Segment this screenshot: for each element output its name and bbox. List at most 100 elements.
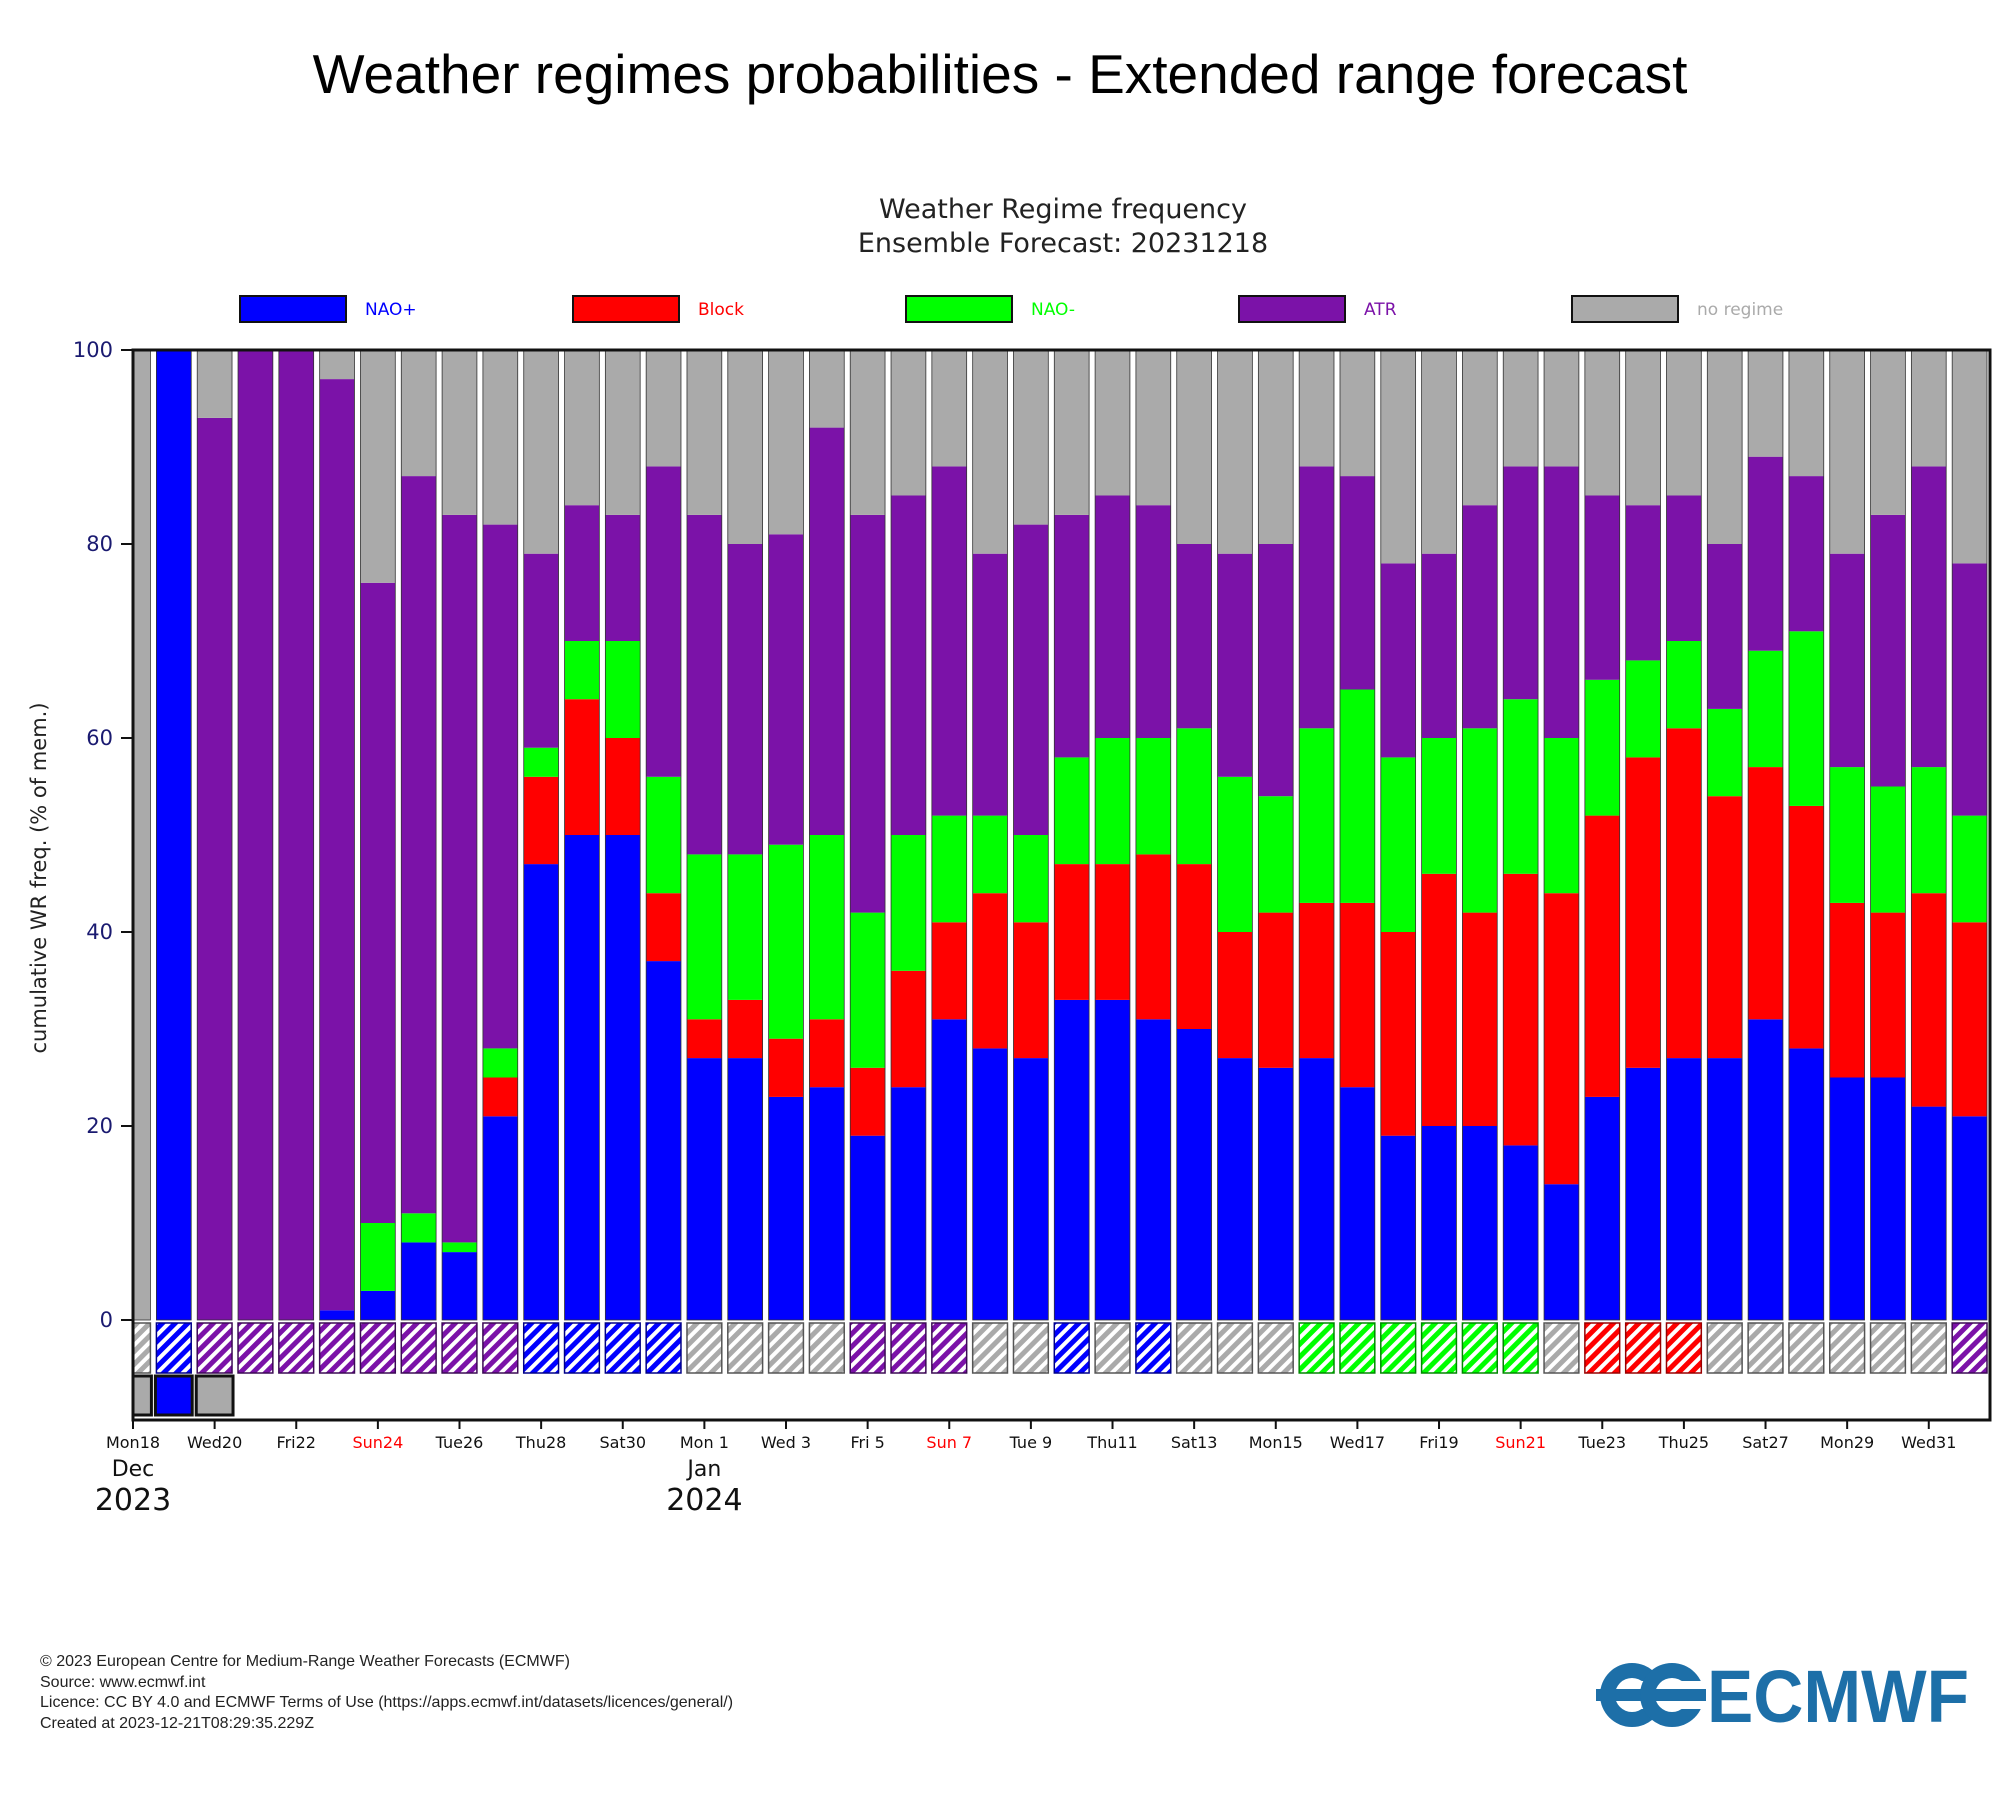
bar-no-regime-40	[1748, 350, 1783, 457]
dominant-regime-strip	[132, 1322, 1988, 1374]
strip-cell-11	[563, 1322, 601, 1374]
bar-block-43	[1870, 912, 1906, 1078]
bar-block-17	[809, 1019, 845, 1088]
bar-block-37	[1625, 757, 1661, 1068]
bar-nao-43	[1870, 786, 1906, 913]
bar-no-regime-13	[646, 350, 681, 467]
strip-hatch-15	[727, 1322, 764, 1374]
bar-atr-34	[1503, 466, 1539, 700]
legend-swatch-block	[572, 295, 680, 323]
strip-hatch-43	[1869, 1322, 1907, 1374]
bar-nao-26	[1176, 1029, 1212, 1320]
strip-hatch-24	[1094, 1322, 1131, 1374]
bar-nao-27	[1217, 776, 1253, 932]
strip-hatch-5	[318, 1322, 356, 1374]
bar-block-33	[1462, 912, 1498, 1126]
bar-nao-29	[1299, 1058, 1334, 1320]
bar-nao-30	[1339, 689, 1375, 903]
bar-atr-25	[1135, 505, 1171, 738]
bar-block-9	[482, 1077, 518, 1117]
y-tick-label-40: 40	[86, 920, 113, 944]
ecmwf-logo-text: ECMWF	[1707, 1655, 1969, 1735]
bar-nao-17	[809, 835, 845, 1020]
strip-hatch-25	[1135, 1322, 1172, 1374]
bar-nao-29	[1299, 728, 1334, 903]
strip-hatch-44	[1910, 1322, 1947, 1374]
x-tick-label-36: Tue23	[1577, 1433, 1626, 1452]
strip-hatch-39	[1706, 1322, 1743, 1374]
bar-nao-13	[646, 961, 681, 1320]
bar-no-regime-29	[1299, 350, 1334, 467]
strip-cell-35	[1543, 1322, 1580, 1374]
bar-no-regime-19	[891, 350, 926, 496]
bar-nao-45	[1952, 815, 1987, 923]
bar-atr-40	[1748, 456, 1783, 651]
strip-hatch-23	[1053, 1322, 1090, 1374]
strip-cell-15	[727, 1322, 764, 1374]
bar-atr-21	[972, 553, 1008, 816]
bar-nao-9	[482, 1048, 518, 1078]
bar-atr-6	[360, 582, 396, 1223]
bar-no-regime-31	[1380, 350, 1416, 564]
x-tick-label-26: Sat13	[1171, 1433, 1218, 1452]
bar-nao-31	[1380, 757, 1416, 932]
strip-hatch-19	[890, 1322, 927, 1374]
bar-nao-32	[1421, 1126, 1457, 1320]
bar-nao-39	[1707, 1058, 1743, 1320]
bar-atr-17	[809, 427, 845, 835]
strip-hatch-9	[482, 1322, 519, 1374]
bar-nao-19	[891, 835, 926, 971]
bar-nao-22	[1013, 1058, 1049, 1320]
bar-nao-14	[686, 1058, 722, 1320]
strip-hatch-22	[1012, 1322, 1050, 1374]
bar-nao-6	[360, 1223, 396, 1291]
bar-no-regime-11	[564, 350, 600, 506]
bar-nao-40	[1748, 1019, 1783, 1320]
bar-block-32	[1421, 873, 1457, 1126]
bar-nao-44	[1911, 1106, 1947, 1320]
bar-atr-20	[931, 466, 967, 816]
bar-no-regime-43	[1870, 350, 1906, 515]
legend-swatch-nao	[905, 295, 1013, 323]
bar-atr-26	[1176, 544, 1212, 729]
bar-block-25	[1135, 854, 1171, 1020]
x-tick-label-16: Wed 3	[761, 1433, 811, 1452]
strip-cell-40	[1747, 1322, 1784, 1374]
strip-hatch-16	[767, 1322, 805, 1374]
strip-cell-27	[1216, 1322, 1254, 1374]
bar-nao-10	[523, 747, 559, 777]
year-label-14: 2024	[666, 1483, 742, 1518]
bar-block-39	[1707, 796, 1743, 1059]
bar-nao-42	[1829, 767, 1865, 903]
bar-nao-22	[1013, 835, 1049, 923]
strip-cell-16	[767, 1322, 805, 1374]
strip-hatch-10	[522, 1322, 560, 1374]
footer: © 2023 European Centre for Medium-Range …	[40, 1652, 733, 1734]
strip-hatch-27	[1216, 1322, 1254, 1374]
strip-hatch-41	[1788, 1322, 1825, 1374]
bar-atr-4	[278, 350, 314, 1320]
x-tick-label-24: Thu11	[1086, 1433, 1137, 1452]
bar-atr-14	[686, 514, 722, 855]
strip-hatch-13	[645, 1322, 682, 1374]
bar-nao-24	[1095, 999, 1130, 1320]
strip-cell-0	[132, 1322, 152, 1374]
x-tick-label-18: Fri 5	[850, 1433, 884, 1452]
bar-nao-30	[1339, 1087, 1375, 1320]
bar-nao-28	[1258, 1067, 1294, 1320]
bar-no-regime-16	[768, 350, 804, 535]
bar-no-regime-26	[1176, 350, 1212, 544]
bar-no-regime-36	[1584, 350, 1620, 496]
strip-cell-36	[1584, 1322, 1621, 1374]
bar-nao-15	[727, 854, 763, 1000]
bar-no-regime-2	[197, 350, 233, 418]
legend-swatch-no-regime	[1571, 295, 1679, 323]
bar-nao-32	[1421, 738, 1457, 874]
strip-cell-2	[196, 1322, 233, 1374]
bar-no-regime-44	[1911, 350, 1947, 467]
strip-cell-19	[890, 1322, 927, 1374]
x-tick-label-34: Sun21	[1495, 1433, 1546, 1452]
x-tick-label-22: Tue 9	[1009, 1433, 1053, 1452]
x-tick-label-28: Mon15	[1249, 1433, 1303, 1452]
